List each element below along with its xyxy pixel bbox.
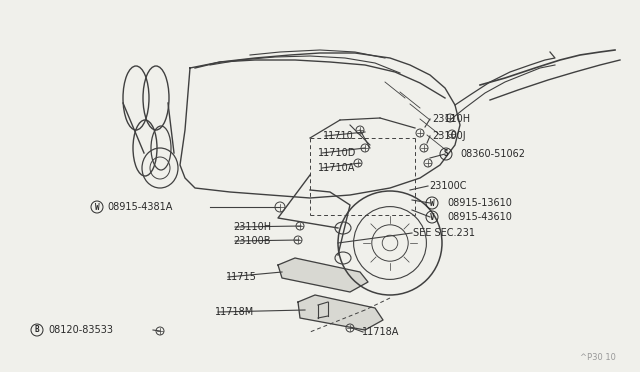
- Text: 23100C: 23100C: [429, 181, 467, 191]
- Text: V: V: [429, 212, 435, 221]
- Text: 11710: 11710: [323, 131, 354, 141]
- Text: W: W: [429, 199, 435, 208]
- Text: 08915-43610: 08915-43610: [447, 212, 512, 222]
- Text: S: S: [444, 150, 448, 158]
- Text: 11718A: 11718A: [362, 327, 399, 337]
- Text: 23110H: 23110H: [233, 222, 271, 232]
- Text: 11710A: 11710A: [318, 163, 355, 173]
- Text: 08360-51062: 08360-51062: [460, 149, 525, 159]
- Text: 23100J: 23100J: [432, 131, 466, 141]
- Text: B: B: [35, 326, 39, 334]
- Text: 23110H: 23110H: [432, 114, 470, 124]
- Polygon shape: [278, 258, 368, 292]
- Text: 11715: 11715: [226, 272, 257, 282]
- Text: 23100B: 23100B: [233, 236, 271, 246]
- Polygon shape: [298, 295, 383, 330]
- Text: ^P30 10: ^P30 10: [580, 353, 616, 362]
- Text: 11710D: 11710D: [318, 148, 356, 158]
- Text: W: W: [95, 202, 99, 212]
- Text: 08915-13610: 08915-13610: [447, 198, 512, 208]
- Text: 11718M: 11718M: [215, 307, 254, 317]
- Text: 08120-83533: 08120-83533: [48, 325, 113, 335]
- Text: 08915-4381A: 08915-4381A: [107, 202, 172, 212]
- Text: SEE SEC.231: SEE SEC.231: [413, 228, 475, 238]
